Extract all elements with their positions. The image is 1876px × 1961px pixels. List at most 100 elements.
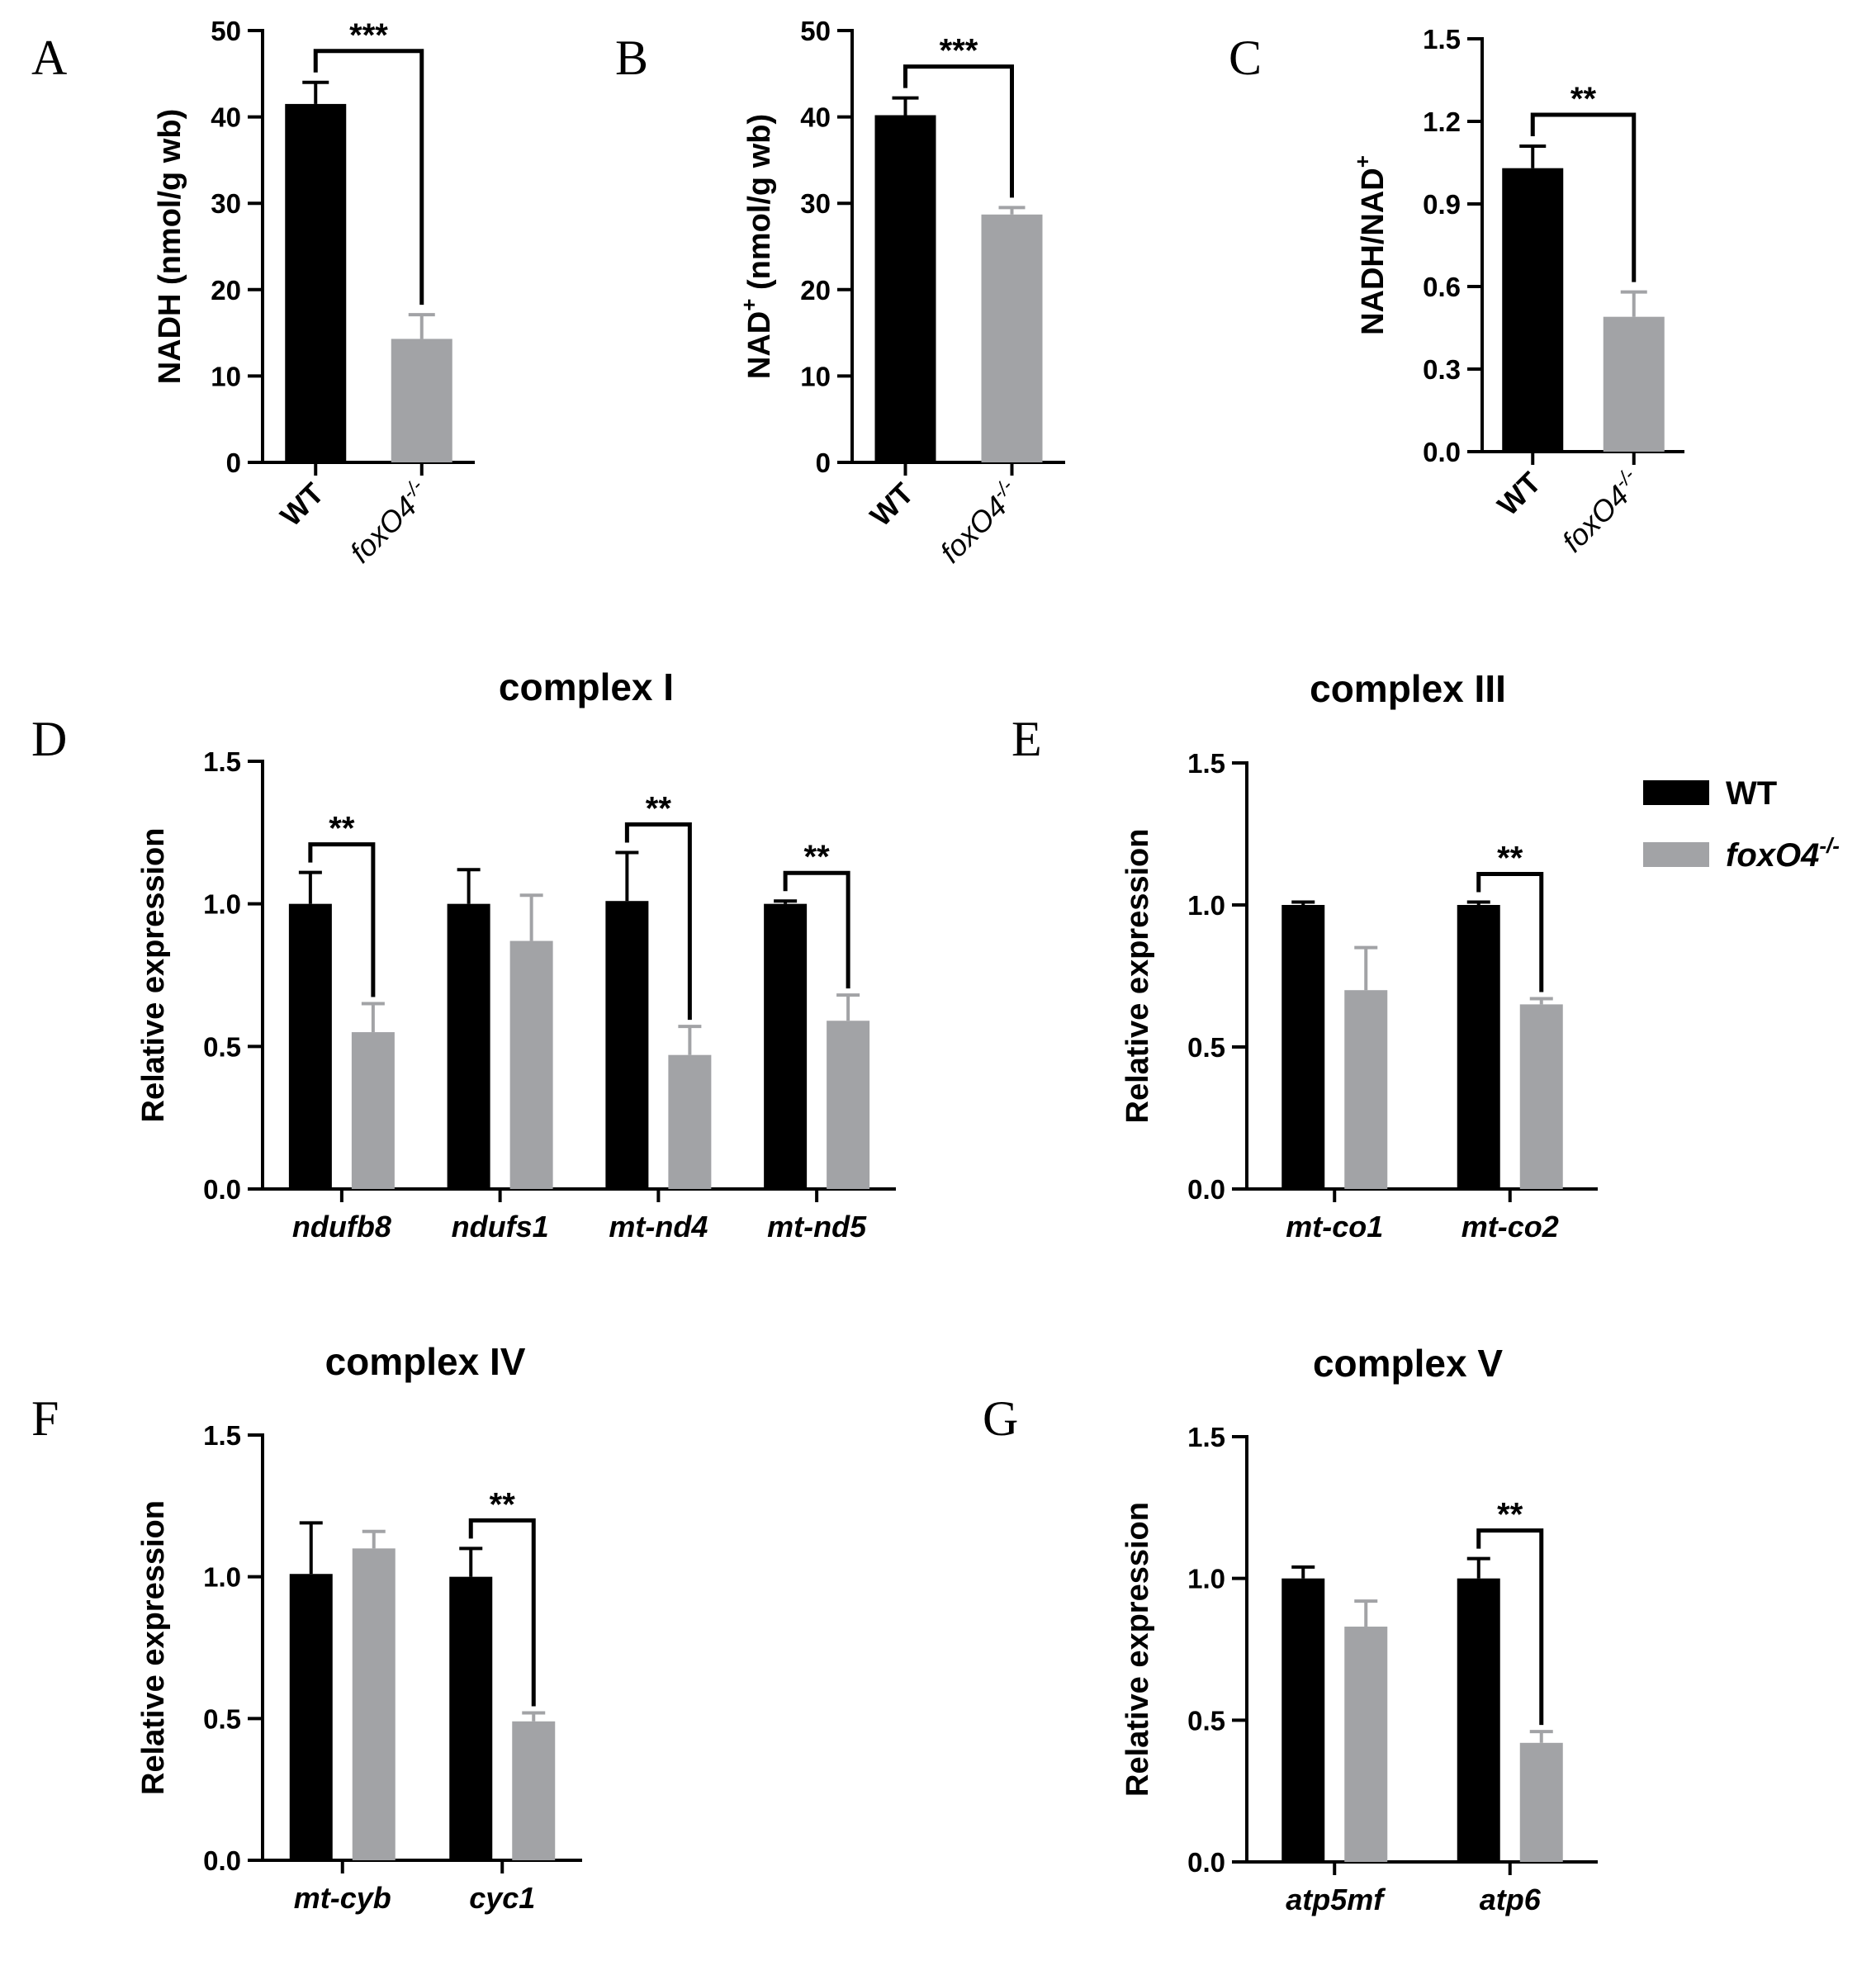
panel-B: B 0 10 20 30 40 50 NAD+ (nmol/g wb) WT foxO4-/- **… — [615, 16, 1065, 570]
bar — [289, 1574, 333, 1860]
y-tick-label: 1.0 — [1187, 890, 1225, 921]
panel-label: F — [31, 1391, 59, 1446]
x-category-label: mt-co1 — [1286, 1210, 1383, 1243]
x-category-label: mt-cyb — [294, 1881, 391, 1915]
bar — [447, 903, 490, 1189]
y-tick-label: 0.5 — [1187, 1032, 1225, 1063]
x-category-label: foxO4-/- — [1554, 464, 1648, 558]
bar — [449, 1576, 493, 1860]
y-tick-label: 20 — [211, 275, 241, 306]
bar — [288, 903, 332, 1189]
y-tick-label: 1.5 — [1423, 24, 1461, 54]
x-category-label: atp5mf — [1286, 1883, 1386, 1916]
panel-label: D — [31, 712, 67, 766]
x-category-label: WT — [1490, 466, 1547, 523]
y-tick-label: 1.0 — [203, 1562, 241, 1593]
bar — [981, 214, 1043, 462]
y-axis-label: Relative expression — [136, 828, 171, 1123]
legend: WT foxO4-/- — [1643, 775, 1840, 874]
chart-title: complex I — [499, 666, 674, 708]
bar — [285, 103, 347, 462]
y-tick-label: 1.5 — [203, 746, 241, 777]
bar — [1344, 1627, 1388, 1862]
chart-title: complex IV — [325, 1340, 526, 1383]
significance-bracket — [1476, 872, 1544, 992]
significance-bracket — [1530, 112, 1637, 282]
legend-swatch — [1643, 842, 1709, 867]
bar — [1457, 905, 1500, 1189]
x-category-label: cyc1 — [469, 1881, 535, 1915]
significance-label: ** — [804, 839, 831, 875]
y-tick-label: 30 — [800, 188, 831, 219]
y-tick-label: 1.0 — [1187, 1564, 1225, 1594]
significance-label: ** — [329, 811, 355, 847]
significance-label: ** — [646, 791, 672, 827]
y-tick-label: 0.5 — [203, 1031, 241, 1062]
x-category-label: WT — [864, 476, 921, 533]
significance-label: ** — [1497, 1497, 1523, 1533]
significance-label: ** — [1497, 841, 1523, 877]
y-tick-label: 0.3 — [1423, 354, 1461, 385]
y-tick-label: 30 — [211, 188, 241, 219]
y-tick-label: 50 — [211, 16, 241, 46]
chart-title: complex V — [1313, 1342, 1503, 1385]
significance-bracket — [624, 822, 692, 1021]
bar — [1502, 168, 1564, 452]
y-tick-label: 0.5 — [203, 1703, 241, 1734]
bar — [668, 1054, 712, 1189]
panel-label: B — [615, 31, 648, 85]
y-axis-label: NADH (nmol/g wb) — [153, 109, 187, 385]
bar — [509, 940, 553, 1189]
y-tick-label: 0.0 — [203, 1174, 241, 1205]
x-category-label: atp6 — [1480, 1883, 1542, 1916]
y-tick-label: 1.5 — [203, 1420, 241, 1451]
significance-bracket — [313, 49, 424, 306]
y-axis-label: NADH/NAD+ — [1350, 155, 1390, 335]
bar — [1281, 905, 1325, 1189]
bar — [391, 339, 452, 462]
significance-label: *** — [349, 17, 388, 54]
y-tick-label: 20 — [800, 275, 831, 306]
y-axis-label: NAD+ (nmol/g wb) — [737, 114, 777, 379]
y-tick-label: 0.5 — [1187, 1705, 1225, 1736]
legend-label: WT — [1726, 775, 1777, 812]
y-axis-label: Relative expression — [136, 1500, 171, 1795]
bar — [1519, 1742, 1563, 1862]
y-tick-label: 0.0 — [1423, 437, 1461, 467]
x-category-label: foxO4-/- — [932, 475, 1026, 569]
y-tick-label: 0.0 — [1187, 1174, 1225, 1205]
bar — [1603, 316, 1665, 452]
bar — [352, 1548, 396, 1860]
significance-label: ** — [1570, 81, 1597, 117]
y-tick-label: 0 — [816, 448, 831, 478]
bar — [764, 903, 808, 1189]
x-category-label: ndufb8 — [292, 1210, 391, 1243]
x-category-label: mt-nd5 — [767, 1210, 867, 1243]
panel-label: C — [1229, 31, 1262, 85]
chart-title: complex III — [1310, 667, 1506, 710]
bar — [827, 1021, 870, 1189]
y-tick-label: 0.6 — [1423, 272, 1461, 302]
y-tick-label: 0.9 — [1423, 189, 1461, 220]
panel-label: E — [1011, 712, 1042, 766]
bar — [512, 1721, 556, 1860]
y-axis-label: Relative expression — [1120, 829, 1155, 1124]
bar — [1519, 1004, 1563, 1189]
y-tick-label: 40 — [800, 102, 831, 133]
panel-C: C 0.0 0.3 0.6 0.9 1.2 1.5 NADH/NAD+ WT foxO4-/- ** — [1229, 24, 1684, 559]
y-tick-label: 1.5 — [1187, 1422, 1225, 1452]
y-tick-label: 0 — [226, 448, 241, 478]
x-category-label: foxO4-/- — [342, 475, 436, 569]
x-category-label: ndufs1 — [452, 1210, 549, 1243]
significance-label: ** — [490, 1486, 516, 1523]
y-tick-label: 1.0 — [203, 889, 241, 920]
bar — [1344, 990, 1388, 1189]
significance-bracket — [308, 842, 376, 997]
y-tick-label: 1.5 — [1187, 748, 1225, 779]
bar — [605, 901, 649, 1189]
bar — [874, 115, 936, 462]
